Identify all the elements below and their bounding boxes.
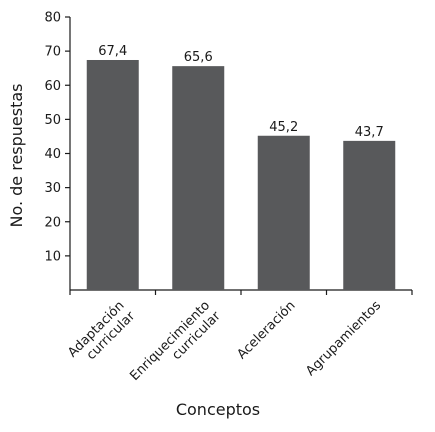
bar-value-label: 45,2 (269, 120, 298, 135)
y-tick-label: 50 (44, 113, 61, 128)
x-tick-label: Agrupamientos (303, 298, 384, 379)
bar (172, 66, 224, 290)
bar (343, 141, 395, 290)
bar-value-label: 43,7 (355, 125, 384, 140)
x-tick-label-line: Agrupamientos (303, 298, 384, 379)
bar (258, 136, 310, 290)
bar-value-label: 67,4 (98, 44, 127, 59)
y-tick-label: 30 (44, 181, 61, 196)
y-tick-label: 60 (44, 79, 61, 94)
y-tick-label: 40 (44, 147, 61, 162)
y-tick-label: 10 (44, 249, 61, 264)
y-tick-label: 20 (44, 215, 61, 230)
x-tick-label: Enriquecimientocurricular (127, 298, 224, 395)
x-tick-label-line: Aceleración (234, 298, 298, 362)
x-tick-label: Adaptacióncurricular (65, 298, 138, 371)
x-axis-title: Conceptos (176, 400, 260, 419)
bar-value-label: 65,6 (184, 50, 213, 65)
bars: 67,4 Adaptacióncurricular 65,6 Enriquecimie… (65, 44, 395, 395)
x-tick-label: Aceleración (234, 298, 298, 362)
y-axis-title: No. de respuestas (7, 83, 26, 227)
y-tick-label: 70 (44, 45, 61, 60)
y-tick-label: 80 (44, 11, 61, 26)
bar (87, 60, 139, 290)
